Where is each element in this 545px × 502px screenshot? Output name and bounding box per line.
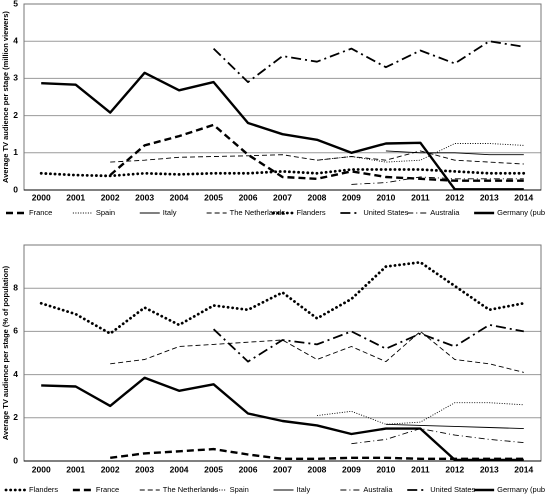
y-tick-label: 4 [13,35,18,45]
x-tick-label: 2000 [32,192,51,202]
legend-label: United States [363,208,408,217]
y-tick-label: 1 [13,147,18,157]
x-tick-label: 2010 [376,464,395,474]
x-tick-label: 2002 [101,464,120,474]
x-tick-label: 2001 [66,192,85,202]
series-line [351,428,524,445]
series-line [316,402,524,425]
legend-label: United States [430,485,475,494]
x-tick-label: 2009 [342,464,361,474]
series-line [109,123,524,182]
y-axis-title: Average TV audience per stage (% of popu… [1,265,10,440]
x-tick-label: 2008 [308,464,327,474]
legend-label: Spain [96,208,115,217]
plot-frame [23,244,542,462]
y-tick-label: 4 [13,369,18,379]
x-tick-label: 2000 [32,464,51,474]
x-tick-label: 2003 [135,464,154,474]
y-tick-label: 0 [13,184,18,194]
legend-label: France [96,485,119,494]
x-tick-label: 2008 [308,192,327,202]
y-tick-label: 2 [13,412,18,422]
x-tick-label: 2002 [101,192,120,202]
x-tick-label: 2010 [376,192,395,202]
series-line [385,150,524,156]
plot-frame [23,3,542,191]
series-line [110,150,524,165]
x-tick-label: 2013 [480,192,499,202]
x-tick-label: 2011 [411,192,430,202]
x-tick-label: 2009 [342,192,361,202]
series-line [110,330,524,373]
legend-label: The Netherlands [163,485,219,494]
x-tick-label: 2006 [239,192,258,202]
x-tick-label: 2001 [66,464,85,474]
x-tick-label: 2006 [239,464,258,474]
series-line [212,40,524,83]
legend-label: Flanders [297,208,326,217]
x-tick-label: 2012 [445,192,464,202]
x-tick-label: 2004 [170,464,189,474]
series-line [351,176,524,185]
legend-label: Italy [163,208,177,217]
x-tick-label: 2005 [204,192,223,202]
x-tick-label: 2014 [514,192,533,202]
legend-label: Spain [230,485,249,494]
y-tick-label: 3 [13,73,18,83]
series-line [39,260,526,335]
y-tick-label: 8 [13,282,18,292]
series-line [110,447,524,460]
series-line [41,71,524,191]
x-tick-label: 2004 [170,192,189,202]
y-tick-label: 6 [13,326,18,336]
series-line [212,324,524,363]
legend-label: Australia [430,208,460,217]
y-tick-label: 0 [13,455,18,465]
y-tick-label: 2 [13,110,18,120]
x-tick-label: 2007 [273,192,292,202]
x-tick-label: 2003 [135,192,154,202]
y-tick-label: 5 [13,0,18,8]
legend-label: Italy [297,485,311,494]
legend-label: Flanders [29,485,58,494]
series-line [385,423,524,430]
x-tick-label: 2012 [445,464,464,474]
legend-label: Australia [363,485,393,494]
x-tick-label: 2013 [480,464,499,474]
x-tick-label: 2011 [411,464,430,474]
legend-label: Germany (public channel) [497,208,545,217]
legend-label: The Netherlands [230,208,286,217]
y-axis-title: Average TV audience per stage (million v… [1,11,10,183]
x-tick-label: 2005 [204,464,223,474]
x-tick-label: 2007 [273,464,292,474]
series-line [41,376,524,462]
x-tick-label: 2014 [514,464,533,474]
legend-label: France [29,208,52,217]
legend-label: Germany (public channel) [497,485,545,494]
